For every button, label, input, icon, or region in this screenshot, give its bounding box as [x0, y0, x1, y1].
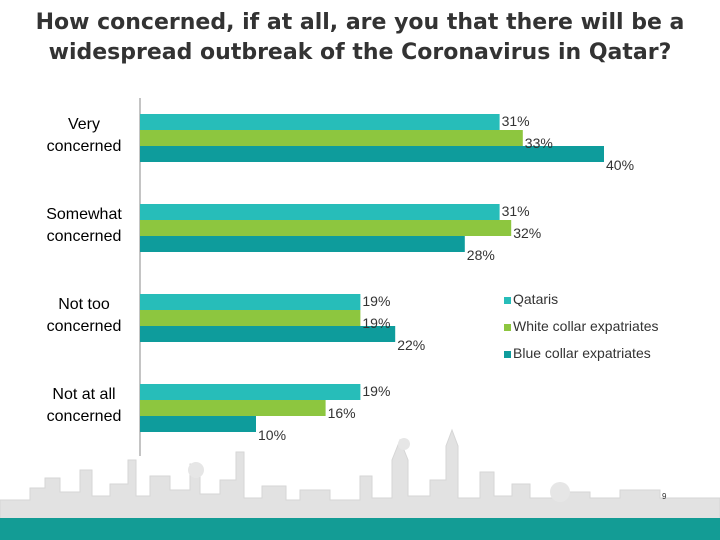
bar	[140, 146, 604, 162]
data-label: 31%	[502, 203, 530, 219]
labels-layer: Very concerned 31% 33% 40% Somewhat concerned 3…	[46, 113, 634, 443]
bar	[140, 400, 326, 416]
page-number: 9	[662, 492, 667, 501]
data-label: 22%	[397, 337, 425, 353]
legend-swatch	[504, 324, 511, 331]
legend-swatch	[504, 351, 511, 358]
legend-swatch	[504, 297, 511, 304]
bars-layer	[140, 114, 604, 432]
bar	[140, 416, 256, 432]
bar	[140, 310, 361, 326]
bar	[140, 384, 361, 400]
city-skyline-decoration	[0, 428, 720, 520]
data-label: 33%	[525, 135, 553, 151]
category-label: Somewhat concerned	[46, 206, 122, 245]
bar	[140, 114, 500, 130]
data-label: 19%	[362, 315, 390, 331]
legend-label: White collar expatriates	[513, 318, 659, 334]
bar	[140, 204, 500, 220]
data-label: 31%	[502, 113, 530, 129]
data-label: 28%	[467, 247, 495, 263]
data-label: 10%	[258, 427, 286, 443]
slide-title: How concerned, if at all, are you that t…	[0, 8, 720, 68]
category-label: Very concerned	[47, 116, 122, 155]
bar	[140, 220, 512, 236]
data-label: 16%	[328, 405, 356, 421]
data-label: 19%	[362, 383, 390, 399]
legend-label: Qataris	[513, 291, 558, 307]
data-label: 32%	[513, 225, 541, 241]
category-label: Not at all concerned	[47, 386, 122, 425]
legend-label: Blue collar expatriates	[513, 345, 651, 361]
title-line-1: How concerned, if at all, are you that t…	[35, 10, 685, 35]
bar-chart: Very concerned 31% 33% 40% Somewhat concerned 3…	[46, 98, 659, 456]
legend: Qataris White collar expatriates Blue coll…	[504, 291, 659, 361]
data-label: 40%	[606, 157, 634, 173]
bar	[140, 130, 523, 146]
title-line-2: widespread outbreak of the Coronavirus i…	[48, 40, 672, 65]
footer-bar	[0, 518, 720, 540]
category-label: Not too concerned	[47, 296, 122, 335]
data-label: 19%	[362, 293, 390, 309]
bar	[140, 294, 361, 310]
bar	[140, 236, 465, 252]
bar	[140, 326, 396, 342]
